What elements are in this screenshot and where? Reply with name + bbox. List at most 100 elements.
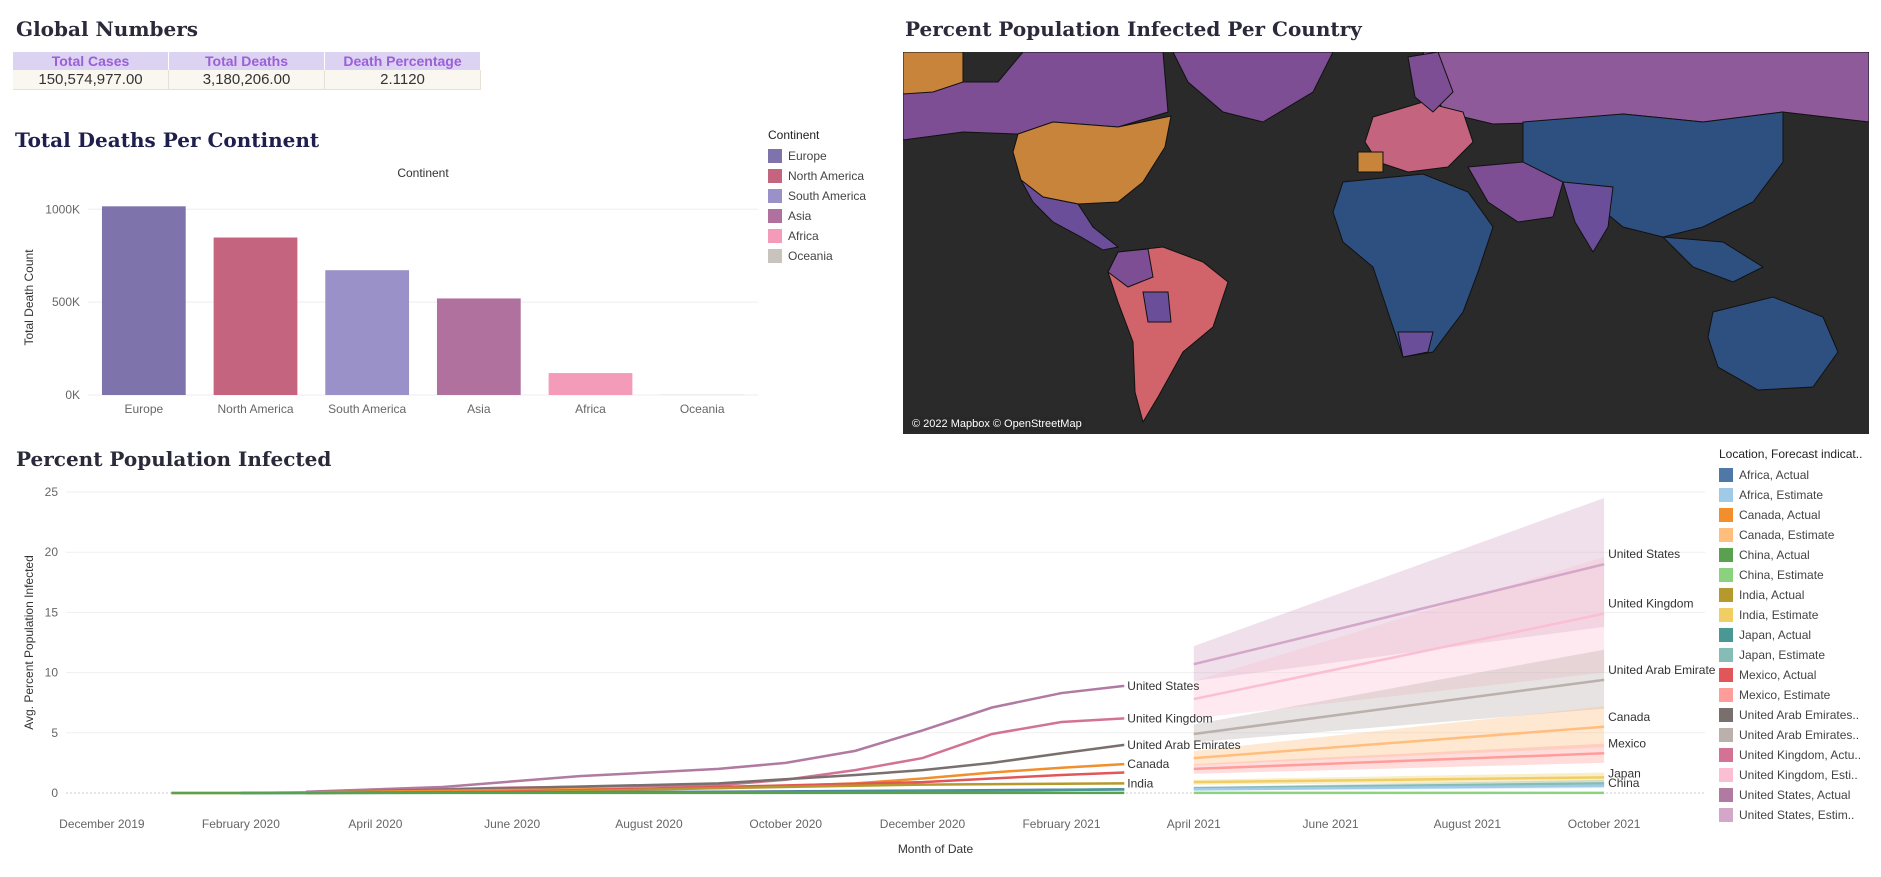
estimate-series-line[interactable]	[1193, 782, 1605, 790]
location-legend-item[interactable]: Mexico, Actual	[1719, 665, 1879, 685]
legend-swatch	[1719, 668, 1733, 682]
line-x-tick-label: October 2021	[1568, 817, 1641, 831]
line-x-tick-label: April 2021	[1167, 817, 1221, 831]
bar-africa[interactable]	[548, 373, 633, 395]
map-region-united-states[interactable]	[1012, 115, 1172, 205]
bar-x-tick-label: North America	[217, 402, 293, 416]
continent-legend-item[interactable]: Asia	[768, 206, 888, 226]
estimate-series-label: United Arab Emirates	[1608, 663, 1715, 677]
estimate-series-label: United States	[1608, 547, 1680, 561]
bar-y-tick-label: 1000K	[45, 202, 80, 216]
legend-swatch	[1719, 808, 1733, 822]
map-region-australia[interactable]	[1707, 296, 1839, 391]
legend-swatch	[1719, 648, 1733, 662]
legend-swatch	[768, 189, 782, 203]
line-y-tick-label: 25	[45, 485, 59, 499]
location-legend-item[interactable]: United States, Actual	[1719, 785, 1879, 805]
estimate-series-line[interactable]	[1193, 678, 1605, 736]
location-legend-item[interactable]: Japan, Estimate	[1719, 645, 1879, 665]
estimate-series-line[interactable]	[1193, 612, 1605, 701]
legend-swatch	[1719, 608, 1733, 622]
bar-south-america[interactable]	[325, 270, 410, 395]
line-y-tick-label: 20	[45, 545, 59, 559]
map-attribution: © 2022 Mapbox © OpenStreetMap	[909, 417, 1085, 431]
actual-series-line[interactable]	[305, 717, 1125, 794]
legend-label: South America	[788, 189, 867, 203]
estimate-series-line[interactable]	[1193, 784, 1605, 791]
infection-map[interactable]: © 2022 Mapbox © OpenStreetMap	[903, 52, 1869, 434]
bar-x-tick-label: Oceania	[680, 402, 725, 416]
location-legend-item[interactable]: United Arab Emirates..	[1719, 705, 1879, 725]
legend-label: United Arab Emirates..	[1739, 708, 1860, 722]
map-region-colombia[interactable]	[1107, 248, 1154, 288]
legend-label: United States, Actual	[1739, 788, 1851, 802]
location-legend-item[interactable]: Africa, Actual	[1719, 465, 1879, 485]
infected-line-chart: 0 5 10 15 20 25 December 2019 February 2020 Apri…	[22, 485, 1715, 856]
map-region-asia[interactable]	[1522, 111, 1784, 238]
estimate-series-line[interactable]	[1193, 776, 1605, 784]
legend-swatch	[1719, 628, 1733, 642]
bar-asia[interactable]	[436, 298, 521, 395]
bar-chart-axis-title: Continent	[397, 166, 449, 180]
death-percentage-value: 2.1120	[324, 70, 481, 90]
map-region-greenland[interactable]	[1172, 52, 1334, 123]
bar-north-america[interactable]	[213, 237, 298, 395]
map-region-mexico[interactable]	[1020, 179, 1120, 251]
map-region-alaska[interactable]	[903, 52, 964, 95]
estimate-series-line[interactable]	[1193, 563, 1605, 666]
line-y-axis-label: Avg. Percent Population Infected	[22, 555, 36, 730]
continent-legend-item[interactable]: Africa	[768, 226, 888, 246]
location-legend-item[interactable]: Africa, Estimate	[1719, 485, 1879, 505]
location-legend-item[interactable]: United Kingdom, Esti..	[1719, 765, 1879, 785]
location-legend-item[interactable]: China, Actual	[1719, 545, 1879, 565]
continent-legend-item[interactable]: Europe	[768, 146, 888, 166]
map-region-south-africa[interactable]	[1397, 331, 1434, 358]
legend-swatch	[1719, 768, 1733, 782]
legend-swatch	[1719, 488, 1733, 502]
location-legend-item[interactable]: Mexico, Estimate	[1719, 685, 1879, 705]
location-legend-item[interactable]: Canada, Estimate	[1719, 525, 1879, 545]
continent-legend-item[interactable]: South America	[768, 186, 888, 206]
line-y-tick-label: 15	[45, 605, 59, 619]
bar-europe[interactable]	[101, 206, 186, 395]
total-cases-header: Total Cases	[13, 52, 169, 70]
location-legend-item[interactable]: United States, Estim..	[1719, 805, 1879, 825]
line-x-tick-label: February 2020	[202, 817, 280, 831]
map-region-southeast-asia[interactable]	[1661, 236, 1765, 283]
continent-legend-item[interactable]: North America	[768, 166, 888, 186]
line-x-tick-label: August 2020	[615, 817, 683, 831]
map-region-spain[interactable]	[1357, 151, 1384, 173]
map-region-africa[interactable]	[1332, 173, 1494, 358]
legend-swatch	[1719, 788, 1733, 802]
legend-label: Africa, Estimate	[1739, 488, 1824, 502]
legend-label: China, Actual	[1739, 548, 1810, 562]
location-legend-item[interactable]: United Arab Emirates..	[1719, 725, 1879, 745]
estimate-series-line[interactable]	[1193, 725, 1605, 760]
location-legend-item[interactable]: Japan, Actual	[1719, 625, 1879, 645]
legend-label: Europe	[788, 149, 827, 163]
location-legend: Location, Forecast indicat.. Africa, Act…	[1719, 447, 1879, 825]
legend-label: Canada, Actual	[1739, 508, 1821, 522]
map-region-india[interactable]	[1562, 181, 1614, 253]
estimate-series-label: Mexico	[1608, 736, 1646, 750]
location-legend-item[interactable]: Canada, Actual	[1719, 505, 1879, 525]
legend-swatch	[1719, 688, 1733, 702]
map-region-south-america[interactable]	[1107, 246, 1229, 424]
legend-swatch	[768, 169, 782, 183]
map-region-bolivia[interactable]	[1142, 291, 1172, 323]
location-legend-item[interactable]: India, Estimate	[1719, 605, 1879, 625]
estimate-series-line[interactable]	[1193, 752, 1605, 771]
continent-legend-item[interactable]: Oceania	[768, 246, 888, 266]
location-legend-item[interactable]: United Kingdom, Actu..	[1719, 745, 1879, 765]
map-region-russia[interactable]	[1422, 52, 1869, 125]
actual-series-line[interactable]	[305, 743, 1125, 794]
map-region-scandinavia[interactable]	[1407, 52, 1454, 113]
location-legend-item[interactable]: China, Estimate	[1719, 565, 1879, 585]
line-x-tick-label: August 2021	[1434, 817, 1502, 831]
bar-chart-y-label: Total Death Count	[22, 249, 36, 346]
legend-swatch	[1719, 568, 1733, 582]
total-deaths-header: Total Deaths	[168, 52, 325, 70]
location-legend-item[interactable]: India, Actual	[1719, 585, 1879, 605]
legend-label: Oceania	[788, 249, 833, 263]
actual-series-line[interactable]	[305, 684, 1125, 794]
